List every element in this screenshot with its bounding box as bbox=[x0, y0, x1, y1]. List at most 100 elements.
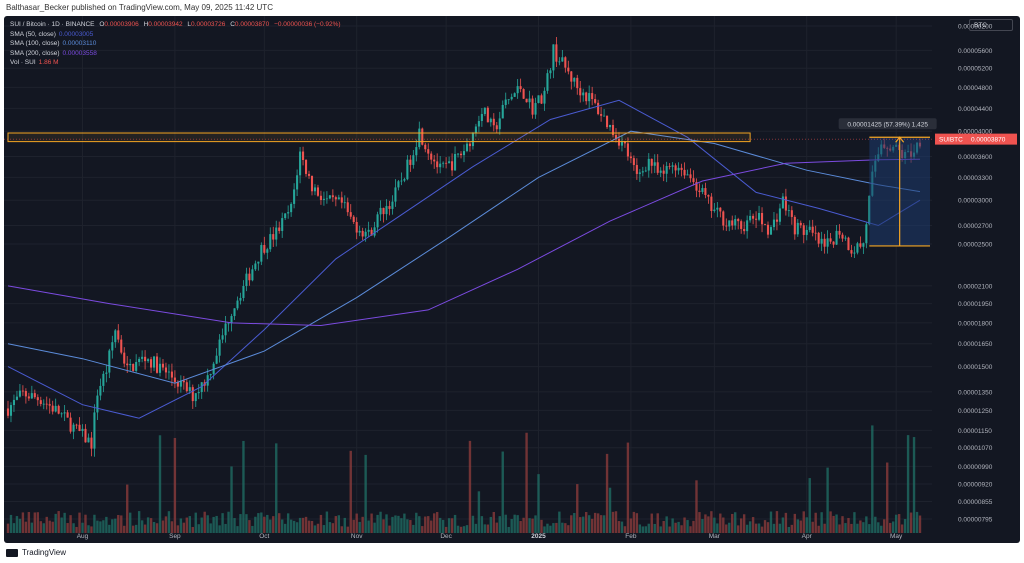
volume-bar bbox=[817, 525, 820, 533]
volume-bar bbox=[638, 524, 642, 533]
candle-body bbox=[319, 195, 322, 200]
volume-bar bbox=[745, 524, 749, 533]
candle-body bbox=[480, 114, 483, 122]
candle-body bbox=[623, 140, 626, 144]
volume-bar bbox=[525, 432, 528, 533]
candle-body bbox=[862, 243, 865, 247]
volume-bar bbox=[474, 523, 478, 533]
candle-body bbox=[534, 103, 537, 115]
volume-bar bbox=[415, 512, 418, 533]
volume-bar bbox=[713, 517, 716, 533]
candle-body bbox=[197, 392, 200, 394]
volume-bar bbox=[269, 519, 272, 533]
volume-bar bbox=[889, 522, 892, 533]
volume-bar bbox=[72, 523, 75, 533]
volume-bar bbox=[692, 520, 695, 533]
candle-body bbox=[686, 174, 689, 176]
brand-label: TradingView bbox=[22, 548, 67, 557]
volume-bar bbox=[361, 516, 364, 533]
candle-body bbox=[668, 165, 671, 167]
volume-bar bbox=[438, 517, 442, 533]
time-axis-label: Mar bbox=[709, 533, 721, 540]
currency-tag[interactable]: BTC bbox=[969, 19, 1013, 31]
volume-bar bbox=[129, 512, 132, 533]
volume-bar bbox=[131, 525, 135, 533]
candle-body bbox=[99, 385, 102, 396]
candle-body bbox=[448, 161, 451, 164]
volume-bar bbox=[316, 523, 320, 533]
candle-body bbox=[635, 165, 638, 174]
volume-bar bbox=[811, 521, 814, 533]
candle-body bbox=[304, 160, 308, 174]
candle-body bbox=[272, 234, 275, 240]
candle-body bbox=[775, 219, 778, 222]
sma200-line bbox=[7, 158, 921, 327]
candle-body bbox=[45, 403, 48, 405]
candle-body bbox=[278, 227, 281, 231]
candle-body bbox=[820, 238, 823, 244]
candle-body bbox=[758, 213, 761, 220]
volume-bar bbox=[227, 511, 230, 533]
candle-body bbox=[322, 198, 325, 200]
candle-body bbox=[144, 356, 147, 362]
chart-frame[interactable]: 0.00001425 (57.39%) 1,425 0.00006200 0.000… bbox=[4, 16, 1020, 543]
candle-body bbox=[749, 215, 752, 221]
volume-bar bbox=[42, 523, 45, 533]
volume-bar bbox=[748, 521, 752, 533]
volume-bar bbox=[355, 513, 358, 533]
volume-bar bbox=[579, 517, 582, 533]
volume-bar bbox=[87, 525, 90, 533]
time-axis-label: Oct bbox=[259, 533, 269, 540]
candle-body bbox=[263, 245, 266, 253]
volume-bar bbox=[540, 519, 543, 533]
volume-bar bbox=[137, 511, 141, 533]
volume-bar bbox=[102, 520, 105, 533]
candle-body bbox=[51, 405, 54, 412]
volume-bar bbox=[808, 478, 811, 533]
candle-body bbox=[835, 230, 838, 245]
candle-body bbox=[614, 135, 618, 139]
candle-body bbox=[394, 187, 397, 202]
volume-bar bbox=[793, 513, 797, 533]
candle-body bbox=[859, 243, 862, 247]
candle-body bbox=[328, 195, 331, 199]
volume-bar bbox=[605, 453, 609, 533]
price-chart[interactable]: 0.00001425 (57.39%) 1,4250.000062000.000… bbox=[4, 16, 1020, 543]
tradingview-logo[interactable]: TradingView bbox=[6, 548, 66, 557]
volume-bar bbox=[656, 513, 659, 533]
candle-body bbox=[179, 380, 182, 387]
candle-body bbox=[522, 89, 525, 99]
volume-bar bbox=[394, 515, 397, 533]
candle-body bbox=[653, 162, 656, 166]
candle-body bbox=[662, 170, 665, 174]
volume-bar bbox=[608, 487, 612, 533]
candle-body bbox=[719, 207, 722, 212]
price-axis-label: 0.00003000 bbox=[958, 198, 993, 205]
volume-bar bbox=[367, 520, 370, 533]
candle-body bbox=[403, 179, 406, 181]
volume-bar bbox=[832, 515, 835, 533]
candle-body bbox=[531, 98, 534, 115]
candle-body bbox=[519, 86, 522, 90]
candle-body bbox=[561, 57, 564, 62]
candle-body bbox=[126, 363, 129, 366]
volume-bar bbox=[358, 521, 361, 533]
candle-body bbox=[361, 230, 364, 237]
candle-body bbox=[707, 194, 710, 197]
candle-body bbox=[620, 140, 624, 146]
volume-bar bbox=[462, 526, 466, 533]
candle-body bbox=[442, 162, 445, 164]
volume-bar bbox=[301, 517, 305, 533]
candle-body bbox=[760, 213, 764, 225]
candle-body bbox=[239, 297, 242, 301]
volume-bar bbox=[108, 524, 111, 533]
volume-bar bbox=[775, 511, 779, 533]
candle-body bbox=[796, 222, 799, 235]
candle-body bbox=[209, 374, 212, 376]
volume-bar bbox=[683, 517, 686, 533]
candle-body bbox=[21, 390, 24, 392]
volume-bar bbox=[626, 442, 630, 533]
volume-bar bbox=[531, 518, 534, 533]
price-axis-label: 0.00003600 bbox=[958, 154, 993, 161]
candle-body bbox=[269, 234, 272, 250]
